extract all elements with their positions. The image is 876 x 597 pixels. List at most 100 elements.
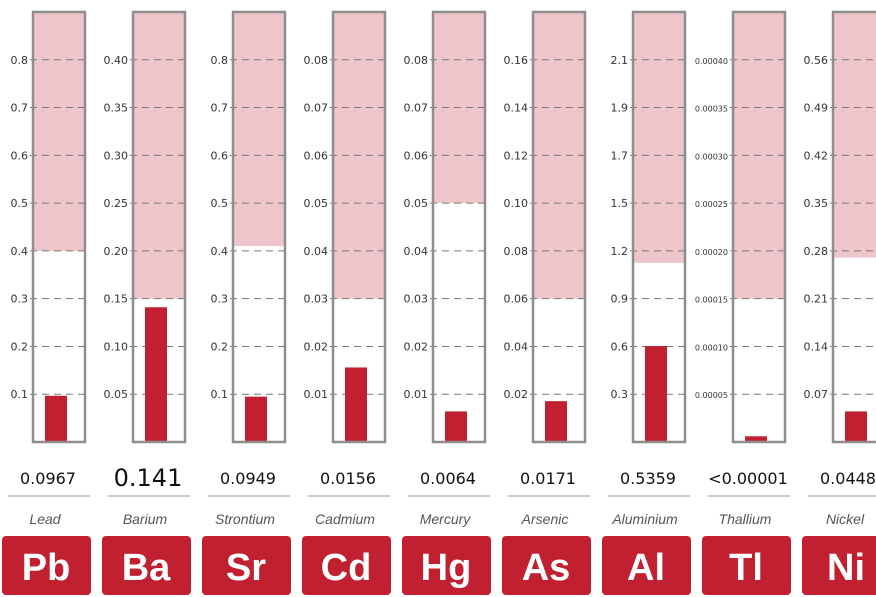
thallium-frame [731,10,787,444]
mercury-tick-label: 0.02 [404,340,429,353]
arsenic-tick-label: 0.08 [504,245,529,258]
aluminium-limit-zone [633,12,685,263]
aluminium-value-bar [645,345,667,442]
cadmium-name: Cadmium [315,511,375,527]
lead-name: Lead [29,511,61,527]
arsenic-tick-label: 0.04 [504,340,529,353]
nickel-value-label: 0.0448 [820,469,876,488]
lead-value-label: 0.0967 [20,469,76,488]
thallium-name: Thallium [719,511,772,527]
strontium-tick-label: 0.7 [211,102,229,115]
barium-tick-label: 0.15 [104,293,129,306]
aluminium-name: Aluminium [611,511,678,527]
thallium-tick-label: 0.00025 [695,200,728,209]
strontium-name: Strontium [215,511,275,527]
strontium-tick-label: 0.1 [211,388,229,401]
aluminium-symbol-badge [602,536,691,595]
arsenic-tick-label: 0.10 [504,197,529,210]
thallium-tick-label: 0.00015 [695,296,728,305]
strontium-tick-label: 0.2 [211,340,229,353]
cadmium-value-label: 0.0156 [320,469,376,488]
thallium-tick-label: 0.00010 [695,343,728,352]
barium-symbol: Ba [122,547,171,589]
strontium-tick-label: 0.5 [211,197,229,210]
lead-frame [31,10,87,444]
mercury-tick-label: 0.07 [404,102,429,115]
thallium-tick-label: 0.00005 [695,391,728,400]
nickel-tick-label: 0.35 [804,197,829,210]
arsenic-frame [531,10,587,444]
barium-tick-label: 0.05 [104,388,129,401]
mercury-frame [431,10,487,444]
thallium-tick-label: 0.00040 [695,57,728,66]
mercury-value-label: 0.0064 [420,469,476,488]
aluminium-tick-label: 1.5 [611,197,629,210]
cadmium-value-bar [345,367,367,442]
cadmium-tick-label: 0.03 [304,293,329,306]
lead-tick-label: 0.5 [11,197,29,210]
cadmium-tick-label: 0.08 [304,54,329,67]
barium-value-label: 0.141 [114,464,183,492]
arsenic-name: Arsenic [521,511,569,527]
arsenic-symbol-badge [502,536,591,595]
arsenic-value-label: 0.0171 [520,469,576,488]
barium-tick-label: 0.40 [104,54,129,67]
lead-tick-label: 0.2 [11,340,29,353]
arsenic-tick-label: 0.06 [504,293,529,306]
thallium-value-bar [745,436,767,442]
strontium-tick-label: 0.3 [211,293,229,306]
lead-limit-zone [33,12,85,251]
barium-value-bar [145,307,167,442]
cadmium-tick-label: 0.05 [304,197,329,210]
aluminium-tick-label: 0.6 [611,340,629,353]
arsenic-tick-label: 0.12 [504,149,529,162]
cadmium-symbol: Cd [321,547,372,589]
thallium-symbol-badge [702,536,791,595]
barium-tick-label: 0.25 [104,197,129,210]
barium-symbol-badge [102,536,191,595]
barium-name: Barium [123,511,168,527]
nickel-tick-label: 0.28 [804,245,829,258]
lead-tick-label: 0.4 [11,245,29,258]
strontium-symbol: Sr [226,547,266,589]
aluminium-tick-label: 1.2 [611,245,629,258]
nickel-symbol: Ni [827,547,865,589]
mercury-name: Mercury [420,511,472,527]
thallium-tick-label: 0.00030 [695,152,728,161]
strontium-tick-label: 0.6 [211,149,229,162]
nickel-tick-label: 0.14 [804,340,829,353]
mercury-symbol: Hg [421,547,472,589]
arsenic-value-bar [545,401,567,442]
nickel-symbol-badge [802,536,876,595]
mercury-tick-label: 0.04 [404,245,429,258]
lead-tick-label: 0.1 [11,388,29,401]
strontium-limit-zone [233,12,285,247]
arsenic-symbol: As [522,547,571,589]
lead-symbol-badge [2,536,91,595]
lead-symbol: Pb [22,547,71,589]
lead-tick-label: 0.3 [11,293,29,306]
aluminium-tick-label: 0.3 [611,388,629,401]
arsenic-tick-label: 0.02 [504,388,529,401]
thallium-tick-label: 0.00020 [695,248,728,257]
strontium-tick-label: 0.8 [211,54,229,67]
arsenic-tick-label: 0.16 [504,54,529,67]
cadmium-frame [331,10,387,444]
strontium-value-label: 0.0949 [220,469,276,488]
strontium-frame [231,10,287,444]
barium-tick-label: 0.20 [104,245,129,258]
barium-tick-label: 0.10 [104,340,129,353]
mercury-tick-label: 0.05 [404,197,429,210]
thallium-value-label: <0.00001 [708,469,788,488]
strontium-value-bar [245,396,267,442]
aluminium-tick-label: 1.7 [611,149,629,162]
thallium-tick-label: 0.00035 [695,105,728,114]
thallium-symbol: Tl [729,547,763,589]
aluminium-tick-label: 0.9 [611,293,629,306]
aluminium-tick-label: 1.9 [611,102,629,115]
aluminium-frame [631,10,687,444]
nickel-frame [831,10,876,444]
nickel-tick-label: 0.56 [804,54,829,67]
cadmium-tick-label: 0.02 [304,340,329,353]
